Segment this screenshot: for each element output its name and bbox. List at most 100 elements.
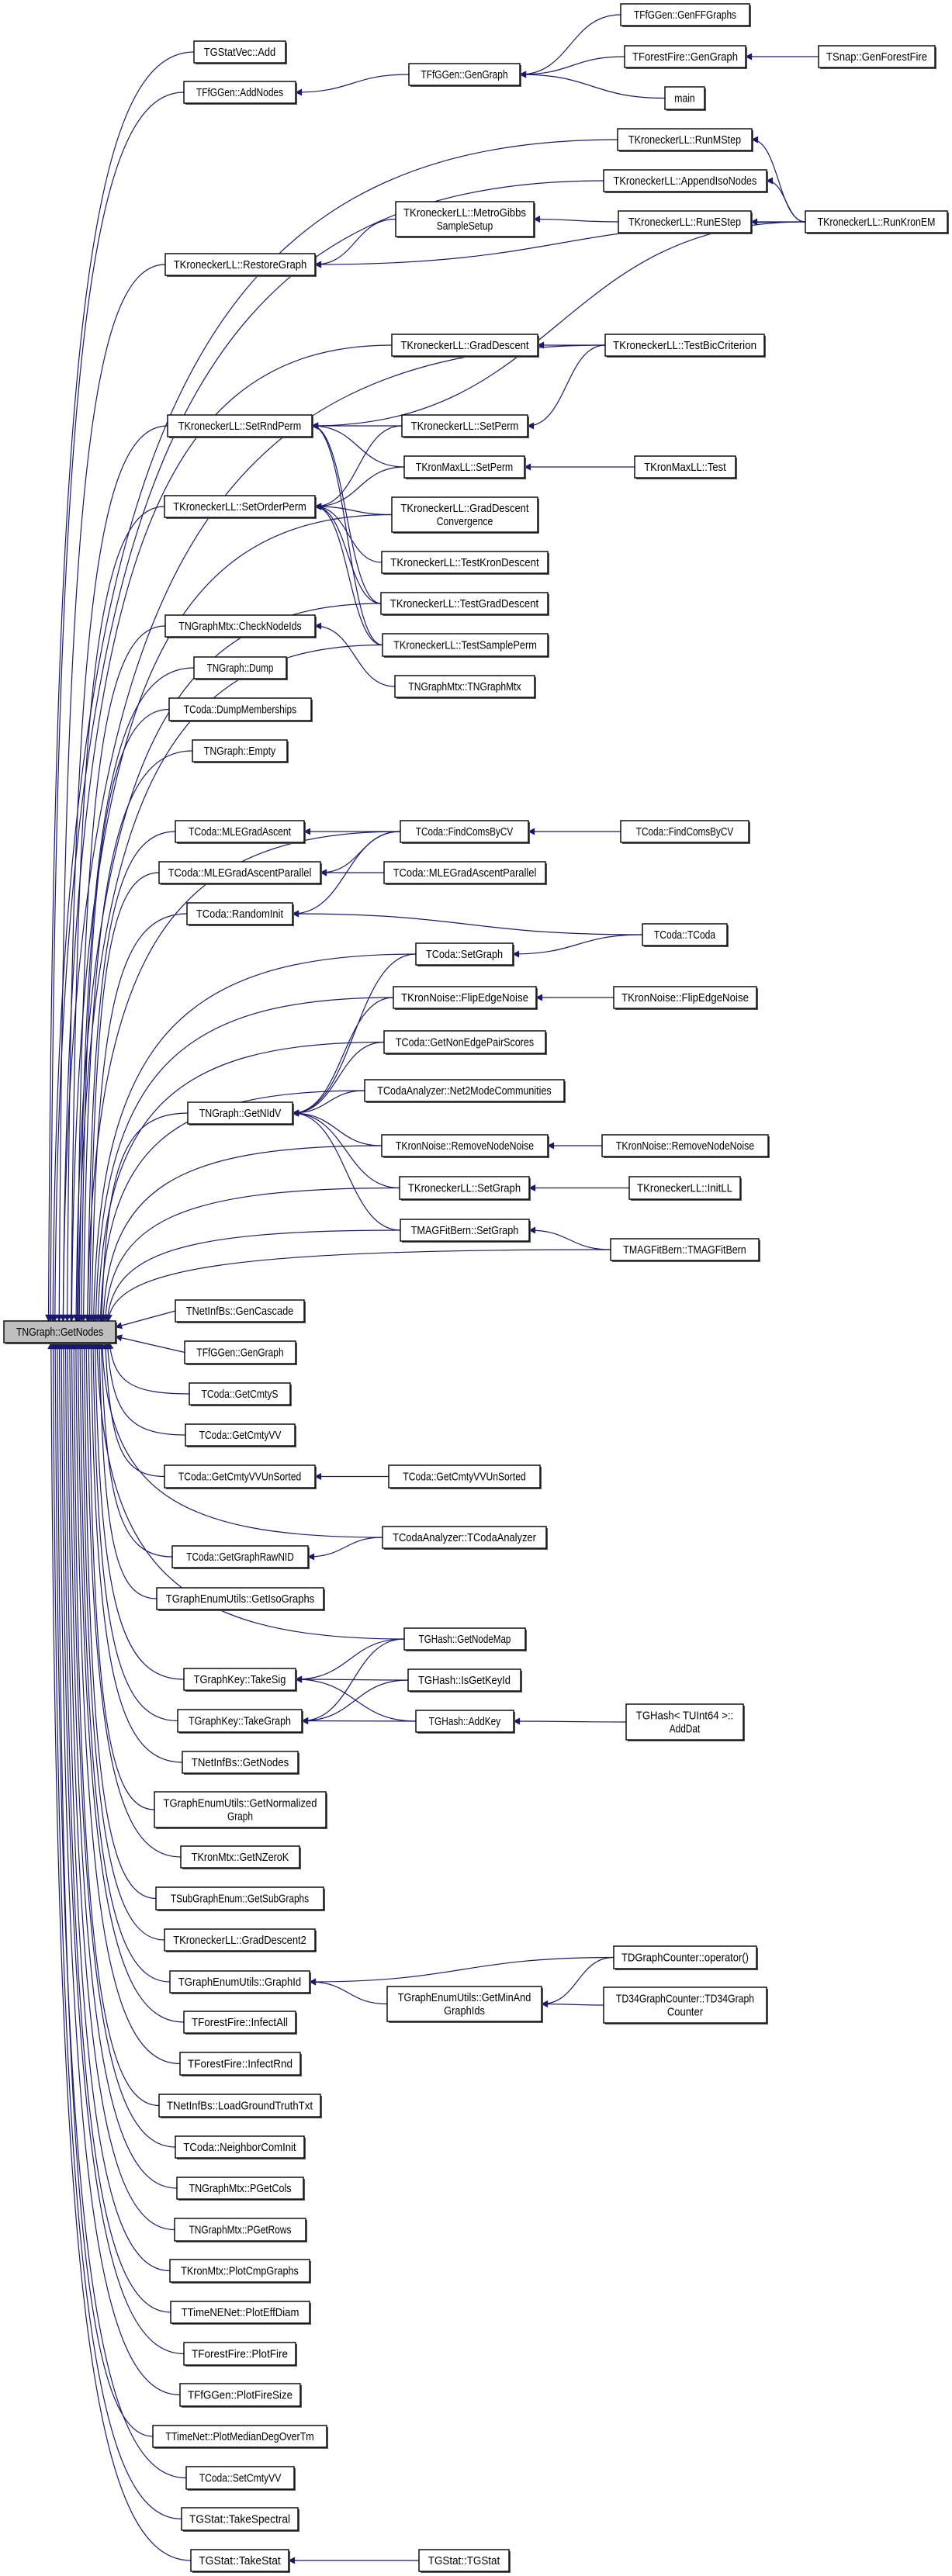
node-box[interactable] — [805, 210, 948, 233]
node-box[interactable] — [179, 2383, 301, 2407]
node-forestgen[interactable]: TForestFire::GenGraph — [624, 45, 747, 69]
node-codaanalyzer[interactable]: TCodaAnalyzer::TCodaAnalyzer — [382, 1526, 548, 1550]
node-isgetkeyid[interactable]: TGHash::IsGetKeyId — [407, 1668, 522, 1693]
node-box[interactable] — [185, 1423, 296, 1447]
node-rawnid[interactable]: TCoda::GetGraphRawNID — [171, 1545, 310, 1569]
node-net2mode[interactable]: TCodaAnalyzer::Net2ModeCommunities — [364, 1079, 566, 1103]
node-box[interactable] — [386, 1986, 542, 2022]
node-findcoms3[interactable]: TCoda::FindComsByCV — [620, 820, 750, 844]
node-mlegap2[interactable]: TCoda::MLEGradAscentParallel — [383, 861, 547, 885]
node-box[interactable] — [175, 1299, 305, 1323]
node-netinfgetnodes[interactable]: TNetInfBs::GetNodes — [182, 1751, 299, 1775]
node-gn[interactable]: TNGraph::GetNodes — [3, 1320, 117, 1344]
node-box[interactable] — [169, 1970, 310, 1993]
node-vvunsorted2[interactable]: TCoda::GetCmtyVVUnSorted — [388, 1464, 542, 1489]
node-restoregraph[interactable]: TKroneckerLL::RestoreGraph — [164, 253, 317, 277]
node-runkronem[interactable]: TKroneckerLL::RunKronEM — [805, 210, 949, 234]
node-klsetperm[interactable]: TKroneckerLL::SetPerm — [401, 414, 529, 438]
node-genforestfire[interactable]: TSnap::GenForestFire — [818, 45, 936, 69]
node-box[interactable] — [158, 2094, 321, 2118]
node-remove3[interactable]: TKronNoise::RemoveNodeNoise — [601, 1134, 770, 1158]
node-box[interactable] — [155, 1886, 324, 1910]
node-box[interactable] — [154, 1791, 327, 1828]
node-box[interactable] — [183, 81, 296, 104]
node-box[interactable] — [628, 1176, 741, 1200]
node-getnodemap[interactable]: TGHash::GetNodeMap — [403, 1627, 527, 1651]
node-flip2[interactable]: TKronNoise::FlipEdgeNoise — [393, 986, 538, 1010]
node-box[interactable] — [164, 253, 316, 276]
node-box[interactable] — [156, 1587, 324, 1610]
node-box[interactable] — [183, 2342, 296, 2366]
node-adddat[interactable]: TGHash< TUInt64 >::AddDat — [625, 1703, 745, 1741]
node-box[interactable] — [176, 2177, 304, 2200]
node-tcoda[interactable]: TCoda::TCoda — [642, 923, 729, 947]
node-box[interactable] — [603, 169, 767, 192]
node-box[interactable] — [3, 1320, 116, 1343]
node-box[interactable] — [182, 1751, 299, 1774]
node-box[interactable] — [418, 2549, 510, 2572]
node-nzerok[interactable]: TKronMtx::GetNZeroK — [180, 1845, 301, 1869]
node-nonedge[interactable]: TCoda::GetNonEdgePairScores — [383, 1030, 547, 1055]
node-box[interactable] — [388, 1464, 541, 1489]
node-appendiso[interactable]: TKroneckerLL::AppendIsoNodes — [603, 169, 768, 193]
node-pgetcols[interactable]: TNGraphMtx::PGetCols — [176, 2177, 305, 2201]
node-box[interactable] — [179, 2052, 301, 2076]
node-box[interactable] — [400, 1219, 530, 1242]
node-box[interactable] — [395, 201, 535, 237]
node-box[interactable] — [391, 496, 538, 533]
node-testsample[interactable]: TKroneckerLL::TestSamplePerm — [382, 633, 549, 658]
node-mlega[interactable]: TCoda::MLEGradAscent — [175, 820, 306, 844]
node-pgetrows[interactable]: TNGraphMtx::PGetRows — [174, 2218, 307, 2242]
node-box[interactable] — [383, 861, 546, 884]
node-ploteff[interactable]: TTimeNENet::PlotEffDiam — [170, 2301, 311, 2325]
node-getcmtys[interactable]: TCoda::GetCmtyS — [189, 1382, 292, 1406]
node-klsetgraph[interactable]: TKroneckerLL::SetGraph — [399, 1176, 531, 1201]
node-box[interactable] — [364, 1079, 565, 1102]
node-box[interactable] — [169, 2259, 310, 2283]
node-loadgt[interactable]: TNetInfBs::LoadGroundTruthTxt — [158, 2094, 322, 2118]
node-graddescent[interactable]: TKroneckerLL::GradDescent — [391, 334, 539, 358]
node-infectrnd[interactable]: TForestFire::InfectRnd — [179, 2052, 302, 2076]
node-initll[interactable]: TKroneckerLL::InitLL — [628, 1176, 742, 1201]
node-dump[interactable]: TNGraph::Dump — [193, 656, 288, 680]
node-box[interactable] — [171, 1545, 309, 1568]
node-box[interactable] — [174, 2218, 306, 2242]
node-takestat[interactable]: TGStat::TakeStat — [190, 2549, 290, 2573]
node-box[interactable] — [664, 86, 705, 110]
node-flip3[interactable]: TKronNoise::FlipEdgeNoise — [613, 986, 758, 1010]
node-box[interactable] — [190, 2549, 289, 2572]
node-box[interactable] — [393, 986, 537, 1009]
node-box[interactable] — [642, 923, 728, 946]
node-box[interactable] — [383, 1030, 546, 1054]
node-dumpmem[interactable]: TCoda::DumpMemberships — [168, 697, 313, 722]
node-box[interactable] — [158, 861, 321, 884]
node-isographs[interactable]: TGraphEnumUtils::GetIsoGraphs — [156, 1587, 325, 1611]
node-box[interactable] — [391, 334, 538, 357]
node-mlegap1[interactable]: TCoda::MLEGradAscentParallel — [158, 861, 322, 885]
node-box[interactable] — [620, 3, 750, 26]
node-setrndperm[interactable]: TKroneckerLL::SetRndPerm — [167, 414, 313, 438]
node-box[interactable] — [164, 1464, 316, 1489]
node-tgstat[interactable]: TGStat::TGStat — [418, 2549, 511, 2573]
node-box[interactable] — [603, 1986, 767, 2024]
node-box[interactable] — [152, 2425, 327, 2448]
node-magsetgraph[interactable]: TMAGFitBern::SetGraph — [400, 1219, 531, 1243]
node-box[interactable] — [624, 45, 746, 68]
node-randominit[interactable]: TCoda::RandomInit — [186, 902, 294, 926]
node-box[interactable] — [164, 1928, 316, 1952]
node-ffgengraph2[interactable]: TFfGGen::GenGraph — [408, 63, 521, 87]
node-setorderperm[interactable]: TKroneckerLL::SetOrderPerm — [164, 495, 317, 519]
node-codasetgraph[interactable]: TCoda::SetGraph — [415, 942, 514, 966]
node-checknodeids[interactable]: TNGraphMtx::CheckNodeIds — [164, 614, 317, 638]
node-box[interactable] — [818, 45, 936, 68]
node-testbic[interactable]: TKroneckerLL::TestBicCriterion — [604, 334, 766, 358]
node-box[interactable] — [618, 210, 752, 233]
node-takespectral[interactable]: TGStat::TakeSpectral — [181, 2507, 299, 2532]
node-takegraph[interactable]: TGraphKey::TakeGraph — [177, 1709, 303, 1734]
node-tngraphmtx[interactable]: TNGraphMtx::TNGraphMtx — [394, 675, 536, 699]
node-box[interactable] — [175, 820, 305, 843]
node-box[interactable] — [185, 2466, 295, 2490]
